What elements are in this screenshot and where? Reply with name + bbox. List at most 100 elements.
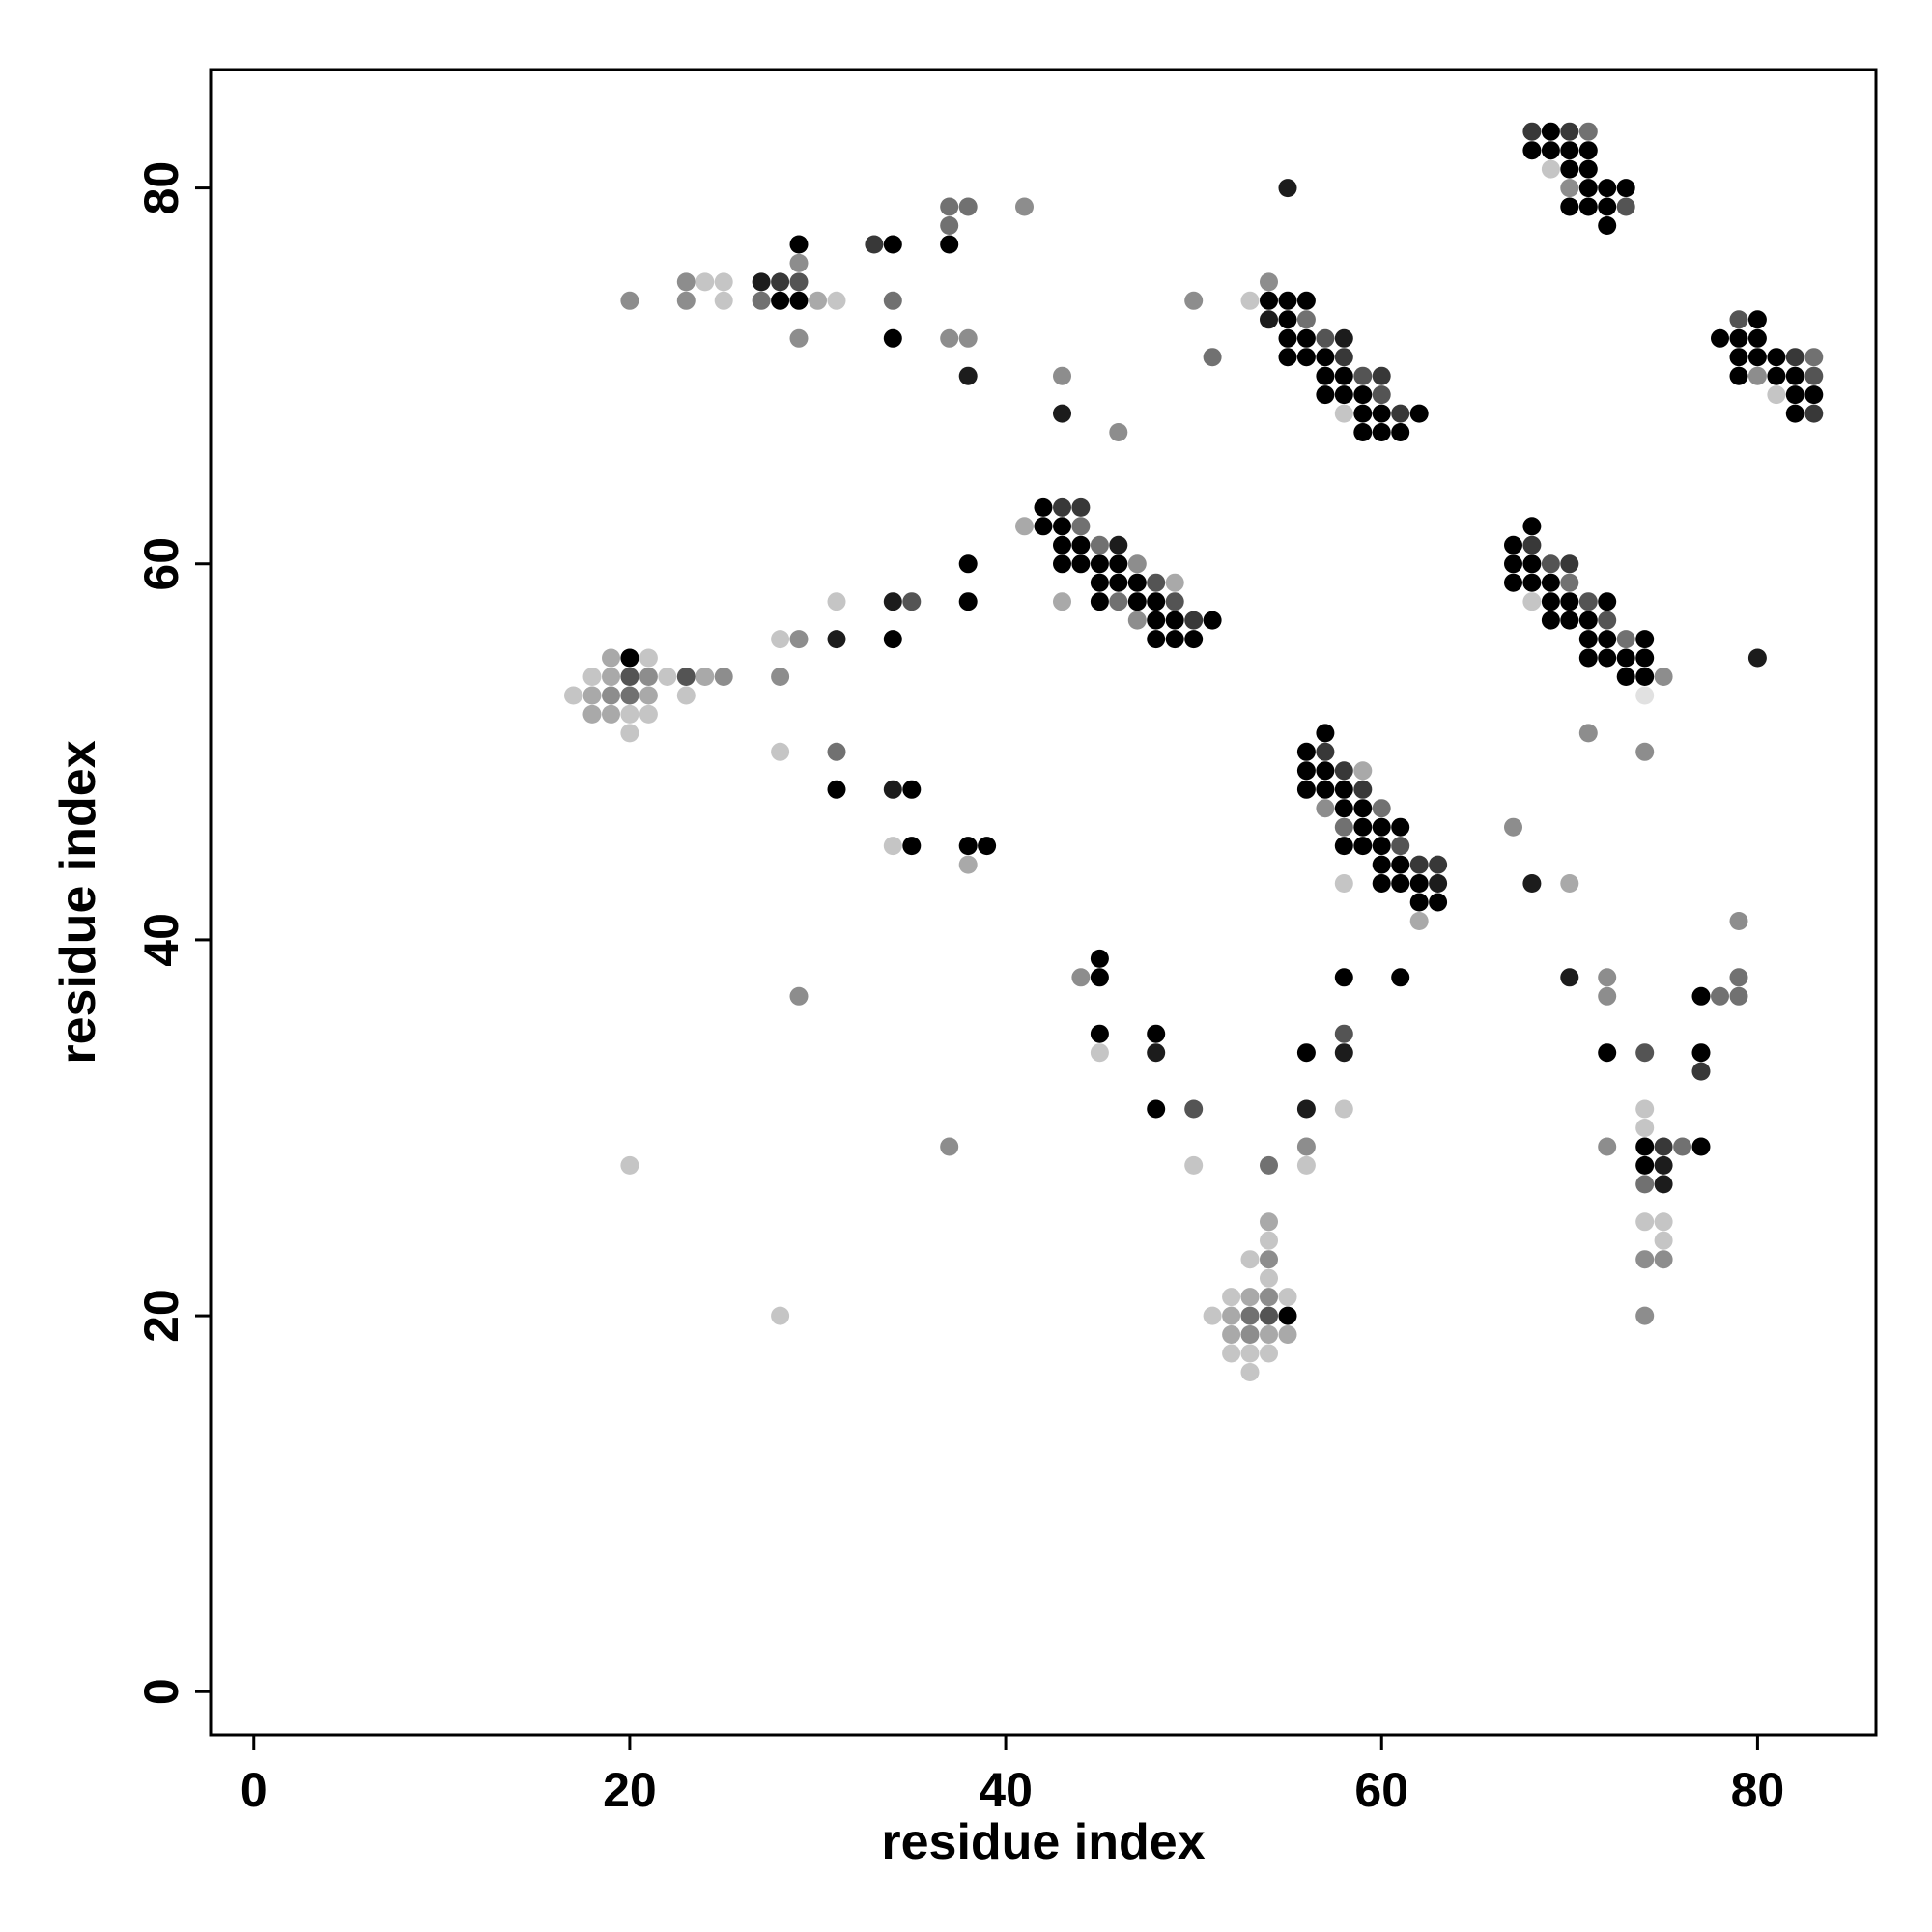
data-point	[1184, 630, 1204, 649]
data-point	[1334, 837, 1353, 856]
data-point	[1147, 592, 1166, 611]
data-point	[1090, 592, 1109, 611]
y-tick-label: 60	[134, 537, 188, 591]
data-point	[1090, 968, 1109, 987]
data-point	[1147, 630, 1166, 649]
data-point	[883, 837, 902, 856]
data-point	[1147, 1024, 1166, 1043]
data-point	[771, 1306, 790, 1325]
data-point	[940, 328, 959, 348]
data-point	[1635, 1043, 1655, 1063]
data-point	[1034, 517, 1053, 536]
data-point	[1654, 1137, 1673, 1156]
y-tick-label: 20	[134, 1289, 188, 1343]
data-point	[1278, 1325, 1297, 1344]
points-layer	[564, 122, 1824, 1381]
data-point	[1560, 141, 1579, 160]
data-point	[1109, 423, 1128, 441]
data-point	[1767, 366, 1786, 385]
data-point	[883, 328, 902, 348]
data-point	[1260, 1155, 1278, 1175]
data-point	[1053, 497, 1071, 517]
y-tick-label: 0	[134, 1678, 188, 1705]
data-point	[1109, 573, 1128, 592]
data-point	[1635, 686, 1655, 705]
data-point	[714, 291, 733, 310]
data-point	[1522, 874, 1542, 893]
data-point	[1729, 968, 1748, 987]
data-point	[1222, 1288, 1241, 1307]
data-point	[1260, 1288, 1278, 1307]
data-point	[1296, 761, 1316, 781]
y-axis-title: residue index	[50, 740, 106, 1064]
data-point	[752, 291, 771, 310]
data-point	[1147, 1099, 1166, 1119]
data-point	[1578, 179, 1598, 198]
data-point	[1598, 630, 1617, 649]
data-point	[1260, 1212, 1278, 1232]
data-point	[1598, 1043, 1617, 1063]
data-point	[1635, 1119, 1655, 1137]
data-point	[958, 554, 978, 574]
data-point	[1560, 874, 1579, 893]
data-point	[1747, 328, 1767, 348]
data-point	[1260, 1250, 1278, 1269]
data-point	[1353, 423, 1373, 441]
data-point	[1429, 855, 1448, 874]
data-point	[1767, 385, 1786, 405]
data-point	[1260, 1344, 1278, 1363]
data-point	[1785, 404, 1804, 423]
data-point	[789, 986, 809, 1006]
data-point	[1409, 855, 1429, 874]
data-point	[714, 272, 733, 292]
data-point	[1053, 404, 1071, 423]
data-point	[827, 592, 846, 611]
data-point	[1353, 404, 1373, 423]
data-point	[1372, 817, 1391, 837]
data-point	[1578, 197, 1598, 216]
data-point	[1015, 197, 1034, 216]
data-point	[883, 780, 902, 799]
data-point	[1391, 837, 1410, 856]
data-point	[1316, 799, 1335, 818]
data-point	[1560, 968, 1579, 987]
data-point	[1654, 668, 1673, 686]
y-tick-label: 80	[134, 161, 188, 215]
data-point	[1711, 986, 1729, 1006]
data-point	[1654, 1175, 1673, 1194]
data-point	[1127, 573, 1147, 592]
data-point	[1654, 1231, 1673, 1250]
data-point	[1578, 648, 1598, 668]
data-point	[602, 648, 620, 668]
data-point	[1541, 611, 1560, 630]
data-point	[1372, 385, 1391, 405]
data-point	[676, 686, 696, 705]
data-point	[1296, 1099, 1316, 1119]
data-point	[1578, 141, 1598, 160]
data-point	[1334, 799, 1353, 818]
data-point	[1635, 630, 1655, 649]
data-point	[1147, 573, 1166, 592]
data-point	[1673, 1137, 1692, 1156]
data-point	[1296, 1043, 1316, 1063]
data-point	[1635, 1099, 1655, 1119]
data-point	[1691, 1062, 1711, 1081]
data-point	[771, 742, 790, 761]
data-point	[771, 291, 790, 310]
data-point	[582, 668, 602, 686]
data-point	[1090, 1024, 1109, 1043]
data-point	[1240, 291, 1260, 310]
data-point	[958, 328, 978, 348]
data-point	[1578, 159, 1598, 179]
data-point	[1578, 122, 1598, 141]
data-point	[827, 291, 846, 310]
x-axis: 0 20 40 60 80	[241, 1735, 1784, 1817]
data-point	[1203, 1306, 1222, 1325]
data-point	[1598, 968, 1617, 987]
data-point	[1372, 366, 1391, 385]
data-point	[1598, 648, 1617, 668]
data-point	[1334, 780, 1353, 799]
data-point	[1747, 648, 1767, 668]
data-point	[1296, 780, 1316, 799]
data-point	[1372, 423, 1391, 441]
